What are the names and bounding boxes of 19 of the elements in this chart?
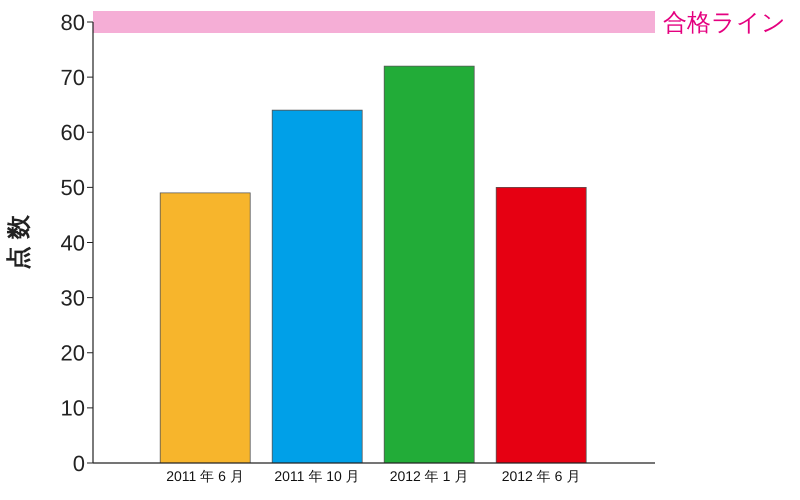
y-axis-title: 点 数 [6, 214, 33, 270]
y-tick-label: 20 [60, 340, 85, 366]
x-tick-label: 2012 年 1 月 [390, 468, 468, 484]
y-tick-label: 30 [60, 285, 85, 310]
y-tick-label: 70 [60, 64, 85, 90]
y-tick-label: 80 [60, 10, 85, 35]
y-tick-label: 10 [60, 396, 85, 421]
y-tick-label: 40 [60, 230, 85, 256]
x-tick-label: 2011 年 10 月 [274, 468, 360, 484]
y-tick-label: 0 [72, 450, 85, 476]
bar [496, 186, 587, 463]
bar [384, 66, 475, 463]
x-tick-label: 2012 年 6 月 [502, 468, 580, 484]
y-tick-label: 50 [60, 175, 85, 200]
x-tick-label: 2011 年 6 月 [166, 468, 244, 484]
y-tick-label: 60 [60, 120, 85, 146]
ref-line-label: 合格ライン [663, 10, 786, 37]
bar [160, 192, 251, 463]
bar [272, 110, 363, 463]
